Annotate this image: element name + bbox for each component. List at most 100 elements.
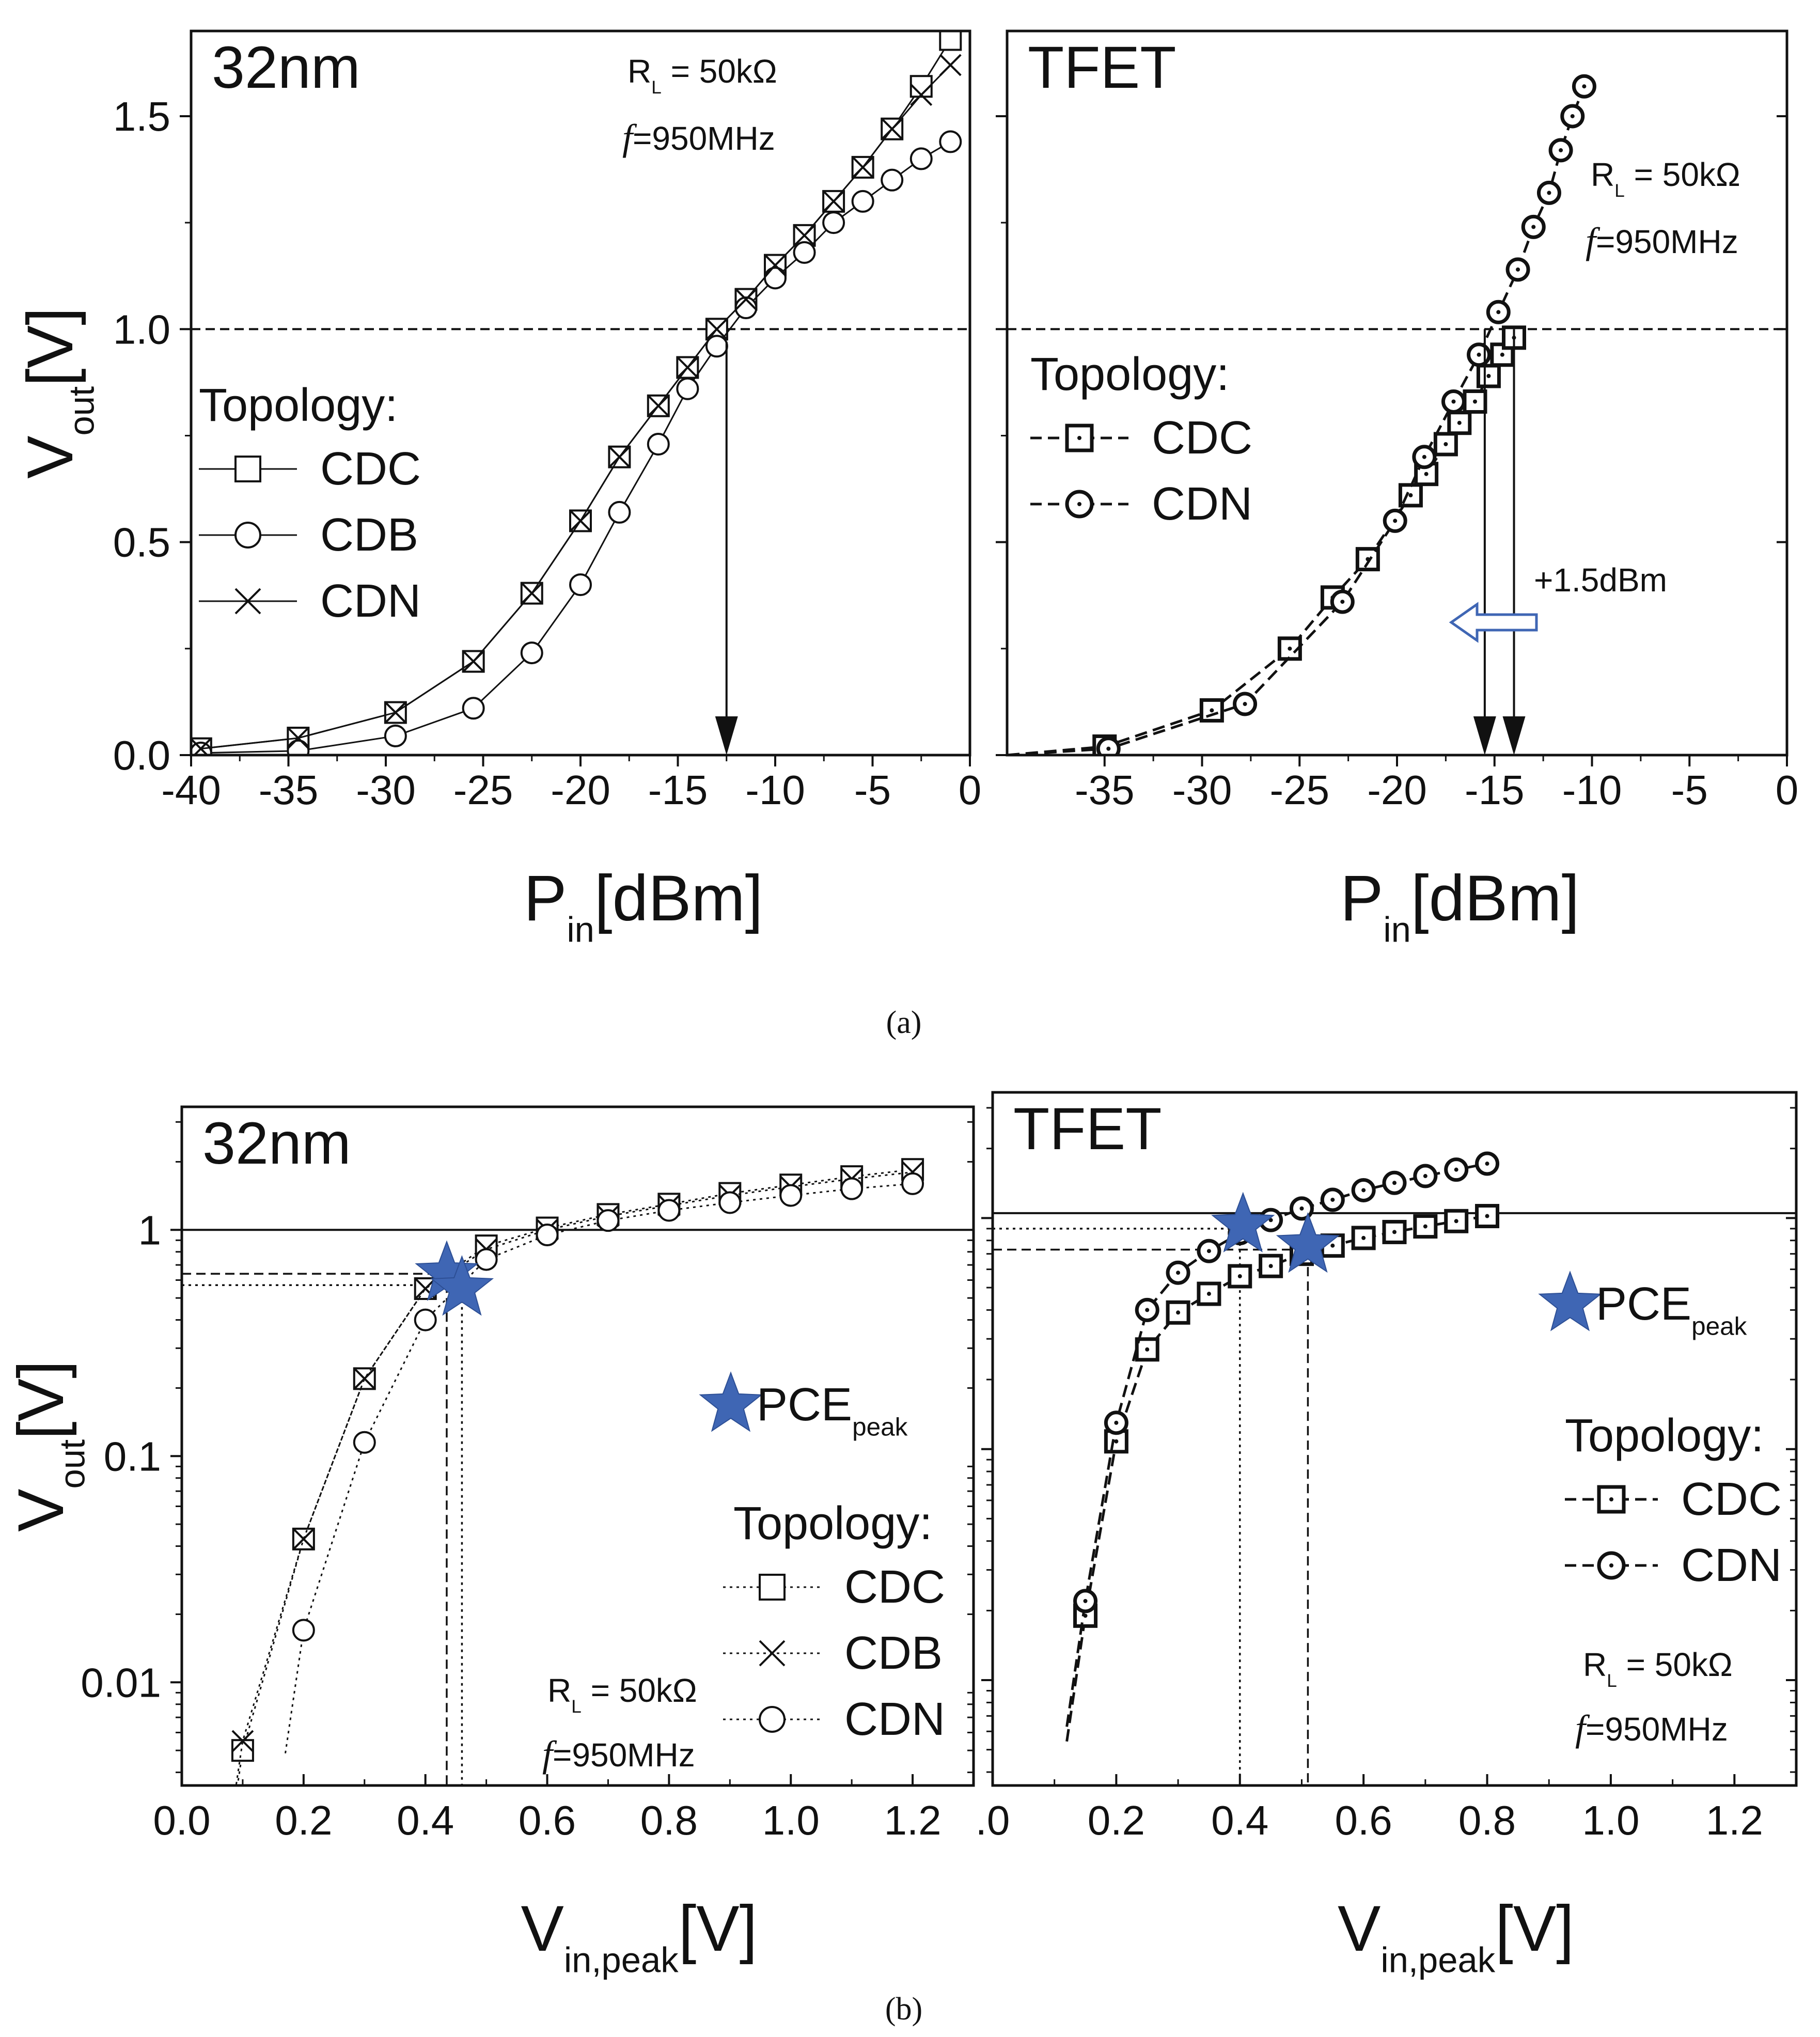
data-point-CDN-dot bbox=[1516, 267, 1520, 272]
x-tick-label: -10 bbox=[745, 767, 805, 813]
y-axis-label-sub: out bbox=[52, 1439, 92, 1489]
data-point-CDN bbox=[779, 1184, 803, 1207]
data-point-CDN-dot bbox=[1106, 746, 1111, 751]
data-point-CDN bbox=[764, 254, 787, 277]
data-point-CDC-dot bbox=[1486, 374, 1491, 379]
data-point-CDN-dot bbox=[1547, 191, 1551, 195]
data-point-CDB bbox=[676, 377, 699, 400]
x-axis-label-sub: in bbox=[1383, 910, 1411, 949]
x-axis-label-rest: [V] bbox=[679, 1893, 758, 1965]
pce-legend-label: PCEpeak bbox=[757, 1379, 908, 1441]
data-point-CDB bbox=[822, 211, 845, 234]
legend-marker-CDC bbox=[759, 1574, 786, 1601]
legend-label-CDC: CDC bbox=[844, 1561, 945, 1613]
x-tick-label: -35 bbox=[1075, 767, 1135, 813]
y-tick-label: 0.01 bbox=[81, 1659, 161, 1705]
legend-label-CDC: CDC bbox=[320, 443, 421, 495]
x-tick-label: -35 bbox=[259, 767, 319, 813]
legend-label-CDN: CDN bbox=[1681, 1540, 1782, 1591]
x-tick-label: -30 bbox=[356, 767, 416, 813]
data-point-CDN bbox=[705, 318, 728, 340]
x-axis-label-main: V bbox=[1338, 1893, 1380, 1965]
x-axis-label-rest: [dBm] bbox=[594, 863, 763, 934]
pce-legend-label-main: PCE bbox=[757, 1379, 852, 1431]
x-tick-label: 0.0 bbox=[153, 1797, 210, 1843]
x-axis-label: Pin[dBm] bbox=[1340, 863, 1579, 949]
plot-area bbox=[993, 1151, 1796, 1785]
y-axis-label-main: V bbox=[14, 436, 86, 479]
data-point-CDB bbox=[292, 1528, 315, 1550]
data-point-CDN-dot bbox=[1299, 1206, 1304, 1211]
x-axis-label-sub: in bbox=[567, 910, 594, 949]
data-point-CDB bbox=[608, 500, 631, 524]
data-point-CDN bbox=[462, 650, 485, 672]
legend-title: Topology: bbox=[199, 380, 398, 431]
data-point-CDN-dot bbox=[1083, 1599, 1088, 1603]
frequency-value: =950MHz bbox=[633, 120, 775, 157]
data-point-CDN-dot bbox=[1559, 148, 1563, 152]
data-point-CDN bbox=[910, 84, 933, 106]
data-point-CDC-dot bbox=[1423, 1224, 1427, 1229]
x-tick-label: -25 bbox=[1269, 767, 1329, 813]
legend-marker-CDN-dot bbox=[1077, 502, 1081, 506]
series-line-CDB bbox=[200, 141, 951, 754]
pce-peak-star bbox=[430, 1255, 494, 1316]
load-resistance-label-rest: = 50kΩ bbox=[582, 1672, 697, 1709]
data-point-CDC bbox=[909, 75, 933, 98]
load-resistance-label-sub: L bbox=[571, 1697, 582, 1717]
x-tick-label: -30 bbox=[1172, 767, 1232, 813]
data-point-CDC-dot bbox=[1392, 1230, 1397, 1234]
legend-marker-CDC-dot bbox=[1077, 436, 1081, 440]
frequency-label: f=950MHz bbox=[1575, 1707, 1728, 1749]
x-tick-label: 0.2 bbox=[275, 1797, 332, 1843]
data-point-CDC-dot bbox=[1237, 1274, 1242, 1279]
data-point-CDC-dot bbox=[1330, 1243, 1335, 1248]
data-point-CDN-dot bbox=[1340, 600, 1345, 604]
panel-title: 32nm bbox=[202, 1110, 351, 1177]
data-point-CDC-dot bbox=[1473, 399, 1477, 404]
data-point-CDN bbox=[353, 1431, 376, 1454]
data-point-CDN-dot bbox=[1393, 519, 1398, 523]
x-axis-label-main: V bbox=[521, 1893, 564, 1965]
x-tick-label: -15 bbox=[648, 767, 708, 813]
x-tick-label: 0 bbox=[959, 767, 982, 813]
data-point-CDN-dot bbox=[1582, 84, 1587, 89]
data-point-CDC-dot bbox=[1145, 1347, 1150, 1352]
data-point-CDN bbox=[287, 727, 309, 749]
x-axis-label: Vin,peak[V] bbox=[1338, 1893, 1574, 1980]
peak-guide-line bbox=[993, 1248, 1309, 1785]
data-point-CDN bbox=[384, 701, 407, 724]
chart-a_left: -40 -35 -30 -25 -20 -15 -10 -5 0 0.0 0.5 1.0 1.5 32nm… bbox=[14, 29, 981, 949]
data-point-CDC bbox=[939, 31, 962, 51]
data-point-CDN bbox=[840, 1177, 864, 1200]
data-point-CDN-dot bbox=[1243, 702, 1247, 707]
data-point-CDN-dot bbox=[1206, 1249, 1211, 1253]
data-point-CDN bbox=[292, 1619, 315, 1642]
x-axis-label-main: P bbox=[524, 863, 567, 934]
data-point-CDN bbox=[852, 156, 874, 179]
x-tick-label: 0.4 bbox=[397, 1797, 454, 1843]
chart-b_right: .0 0.2 0.4 0.6 0.8 1.0 1.2 TFET Vin,peak[V] RL = … bbox=[976, 1091, 1798, 1980]
data-point-CDB bbox=[793, 241, 816, 264]
shift-arrow-icon bbox=[1449, 602, 1538, 643]
y-tick-label: 1 bbox=[138, 1207, 162, 1253]
plot-frame bbox=[180, 1105, 975, 1787]
data-point-CDB bbox=[191, 741, 212, 755]
data-point-CDB bbox=[734, 296, 758, 320]
data-point-CDN-dot bbox=[1114, 1420, 1119, 1425]
data-point-CDC-dot bbox=[1408, 493, 1413, 497]
load-resistance-label: RL = 50kΩ bbox=[627, 53, 777, 98]
data-point-CDC-dot bbox=[1206, 1292, 1211, 1296]
data-point-CDB bbox=[939, 130, 962, 153]
legend-title: Topology: bbox=[733, 1498, 932, 1549]
data-point-CDB bbox=[353, 1367, 376, 1390]
series-line-CDN bbox=[285, 1183, 913, 1753]
frequency-label: f=950MHz bbox=[1586, 220, 1738, 261]
data-point-CDB bbox=[569, 573, 592, 597]
x-tick-label: -10 bbox=[1562, 767, 1622, 813]
x-tick-label: -20 bbox=[1367, 767, 1427, 813]
data-point-CDN bbox=[822, 190, 845, 213]
pce-legend-label-main: PCE bbox=[1596, 1278, 1691, 1330]
legend-marker-CDN bbox=[759, 1706, 786, 1733]
